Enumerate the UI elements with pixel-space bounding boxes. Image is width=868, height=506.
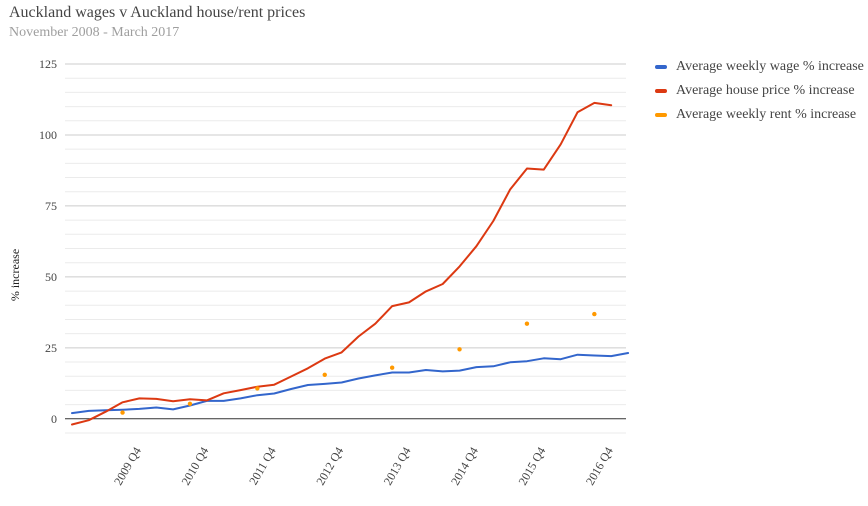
series-line [71, 101, 613, 426]
series-1 [71, 101, 613, 426]
legend-swatch-rent [655, 113, 667, 117]
x-tick-label: 2010 Q4 [178, 445, 211, 488]
gridlines [65, 63, 626, 434]
data-point [457, 347, 462, 352]
legend-item-wage[interactable]: Average weekly wage % increase [655, 55, 864, 79]
data-point [592, 311, 597, 317]
x-tick-label: 2011 Q4 [246, 445, 279, 488]
y-tick-label: 100 [39, 128, 57, 142]
y-axis-label: % increase [8, 249, 22, 301]
data-point [120, 410, 125, 415]
chart-title: Auckland wages v Auckland house/rent pri… [9, 4, 306, 21]
legend-item-rent[interactable]: Average weekly rent % increase [655, 103, 864, 127]
legend-swatch-house [655, 89, 667, 93]
chart-subtitle: November 2008 - March 2017 [9, 25, 180, 40]
legend: Average weekly wage % increase Average h… [655, 55, 864, 127]
x-tick-label: 2014 Q4 [448, 445, 481, 488]
data-point [322, 372, 327, 378]
legend-label-rent: Average weekly rent % increase [676, 107, 857, 122]
x-tick-label: 2012 Q4 [313, 445, 346, 488]
series-2 [120, 311, 597, 415]
series-line [71, 352, 630, 415]
data-point [187, 401, 193, 406]
y-tick-label: 25 [45, 341, 57, 355]
legend-label-house: Average house price % increase [676, 83, 855, 98]
legend-label-wage: Average weekly wage % increase [676, 59, 864, 74]
data-point [524, 321, 530, 326]
x-axis-ticks: 2009 Q4 2010 Q4 2011 Q4 2012 Q4 2013 Q4 2014 … [111, 445, 616, 488]
y-tick-label: 0 [51, 412, 57, 426]
data-point [389, 365, 395, 370]
x-tick-label: 2015 Q4 [515, 445, 548, 488]
x-tick-label: 2009 Q4 [111, 445, 144, 488]
x-tick-label: 2013 Q4 [381, 445, 414, 488]
series-layer [71, 101, 630, 426]
y-tick-label: 125 [39, 57, 57, 71]
series-0 [71, 352, 630, 415]
y-tick-label: 75 [45, 199, 57, 213]
data-point [255, 386, 260, 391]
legend-swatch-wage [655, 65, 667, 69]
legend-item-house[interactable]: Average house price % increase [655, 79, 864, 103]
y-tick-label: 50 [45, 270, 57, 284]
x-tick-label: 2016 Q4 [583, 445, 616, 488]
y-axis-ticks: 0 25 50 75 100 125 [39, 57, 57, 426]
